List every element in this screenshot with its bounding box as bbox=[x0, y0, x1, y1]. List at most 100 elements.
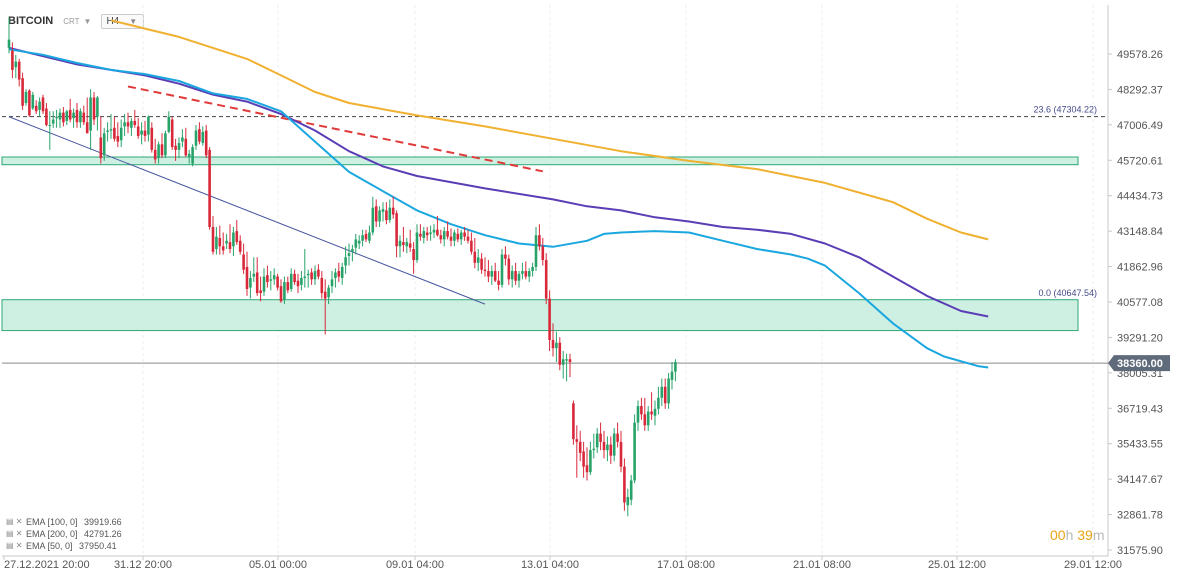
candle-body bbox=[517, 273, 521, 281]
candle-body bbox=[395, 213, 398, 247]
legend-value: 37950.41 bbox=[79, 541, 117, 551]
candle-body bbox=[221, 246, 225, 251]
candle-body bbox=[126, 122, 130, 127]
candle-body bbox=[561, 359, 565, 365]
candle-body bbox=[85, 122, 89, 134]
price-tick-label: 31575.90 bbox=[1117, 545, 1163, 557]
price-tick-label: 36719.43 bbox=[1117, 403, 1163, 415]
candle-body bbox=[310, 272, 313, 280]
candle-body bbox=[504, 254, 507, 259]
candle-body bbox=[459, 232, 463, 240]
candle-body bbox=[232, 232, 235, 247]
candle-body bbox=[286, 282, 290, 291]
trendline-red[interactable] bbox=[127, 85, 544, 173]
trendline-blue[interactable] bbox=[8, 116, 486, 305]
price-zone[interactable] bbox=[1, 156, 1079, 166]
candle-body bbox=[544, 260, 548, 299]
candle-body bbox=[527, 271, 531, 277]
candle-body bbox=[463, 232, 466, 237]
candle-body bbox=[340, 266, 344, 278]
chevron-down-icon: ▼ bbox=[83, 16, 92, 26]
legend-row-ema200[interactable]: ▤ ✕ EMA [200, 0] 42791.26 bbox=[6, 528, 122, 540]
legend-row-ema50[interactable]: ▤ ✕ EMA [50, 0] 37950.41 bbox=[6, 540, 122, 552]
candle-body bbox=[96, 97, 99, 117]
candle-body bbox=[415, 232, 419, 261]
candle-body bbox=[351, 249, 354, 252]
candle-body bbox=[38, 101, 41, 110]
candle-body bbox=[303, 276, 307, 278]
candle-body bbox=[330, 279, 334, 287]
candle-body bbox=[636, 406, 640, 423]
settings-icon[interactable]: ▤ ✕ bbox=[6, 517, 23, 526]
candle-body bbox=[429, 232, 432, 234]
candle-body bbox=[225, 240, 228, 244]
candle-body bbox=[419, 233, 422, 237]
candle-body bbox=[442, 231, 446, 240]
symbol-label: BITCOIN bbox=[8, 15, 54, 27]
candle-body bbox=[283, 282, 286, 300]
candle-body bbox=[473, 251, 477, 263]
candle-body bbox=[68, 109, 72, 120]
candle-body bbox=[422, 231, 426, 238]
candle-body bbox=[640, 406, 643, 415]
candle-body bbox=[619, 441, 623, 467]
candle-body bbox=[300, 277, 303, 285]
candle-body bbox=[595, 433, 599, 448]
candle-body bbox=[75, 109, 79, 123]
candle-body bbox=[24, 91, 28, 103]
candle-body bbox=[493, 271, 497, 281]
candle-body bbox=[357, 240, 361, 244]
candle-body bbox=[293, 273, 296, 283]
price-tick-label: 39291.20 bbox=[1117, 332, 1163, 344]
price-zone[interactable] bbox=[1, 299, 1079, 332]
candle-body bbox=[245, 266, 249, 289]
candle-body bbox=[41, 97, 45, 112]
candle-body bbox=[272, 275, 276, 280]
candle-body bbox=[575, 439, 579, 442]
price-tick-label: 48292.37 bbox=[1117, 84, 1163, 96]
candle-body bbox=[626, 496, 630, 506]
timer-minutes: 39 bbox=[1077, 527, 1093, 543]
candle-body bbox=[565, 359, 568, 361]
time-tick-label: 29.01 12:00 bbox=[1064, 559, 1122, 571]
current-price-tag bbox=[1108, 355, 1170, 372]
ema100-line[interactable] bbox=[8, 46, 989, 318]
settings-icon[interactable]: ▤ ✕ bbox=[6, 529, 23, 538]
ema50-line[interactable] bbox=[8, 48, 989, 369]
settings-icon[interactable]: ▤ ✕ bbox=[6, 541, 23, 550]
candle-body bbox=[164, 133, 167, 156]
ema200-line[interactable] bbox=[110, 19, 989, 241]
candle-body bbox=[487, 271, 490, 277]
candle-body bbox=[174, 145, 177, 150]
candle-body bbox=[374, 206, 378, 222]
legend-row-ema100[interactable]: ▤ ✕ EMA [100, 0] 39919.66 bbox=[6, 516, 122, 528]
price-tick-label: 47006.49 bbox=[1117, 120, 1163, 132]
candle-body bbox=[130, 120, 133, 128]
candle-body bbox=[51, 119, 55, 124]
fib-level-label: 0.0 (40647.54) bbox=[1038, 288, 1097, 298]
fib-level-label: 23.6 (47304.22) bbox=[1033, 105, 1097, 115]
candle-body bbox=[116, 136, 120, 142]
chart-type-selector[interactable]: CRT ▼ bbox=[63, 17, 91, 26]
candle-body bbox=[82, 112, 86, 123]
candle-body bbox=[34, 105, 38, 112]
candle-body bbox=[147, 116, 150, 135]
candle-body bbox=[28, 90, 31, 116]
candle-body bbox=[150, 127, 154, 150]
candle-body bbox=[269, 279, 273, 281]
candle-body bbox=[136, 126, 140, 137]
candle-body bbox=[347, 253, 351, 256]
candle-body bbox=[7, 39, 11, 48]
timer-hours-unit: h bbox=[1065, 527, 1074, 543]
candle-body bbox=[279, 286, 283, 302]
candle-body bbox=[266, 275, 269, 283]
candle-body bbox=[170, 119, 174, 148]
candle-body bbox=[449, 236, 453, 241]
candle-body bbox=[585, 465, 589, 473]
candle-body bbox=[432, 229, 436, 233]
candle-body bbox=[385, 210, 388, 221]
candle-timer: 00h 39m bbox=[1050, 527, 1105, 543]
candle-body bbox=[412, 249, 415, 261]
candle-body bbox=[204, 130, 208, 156]
